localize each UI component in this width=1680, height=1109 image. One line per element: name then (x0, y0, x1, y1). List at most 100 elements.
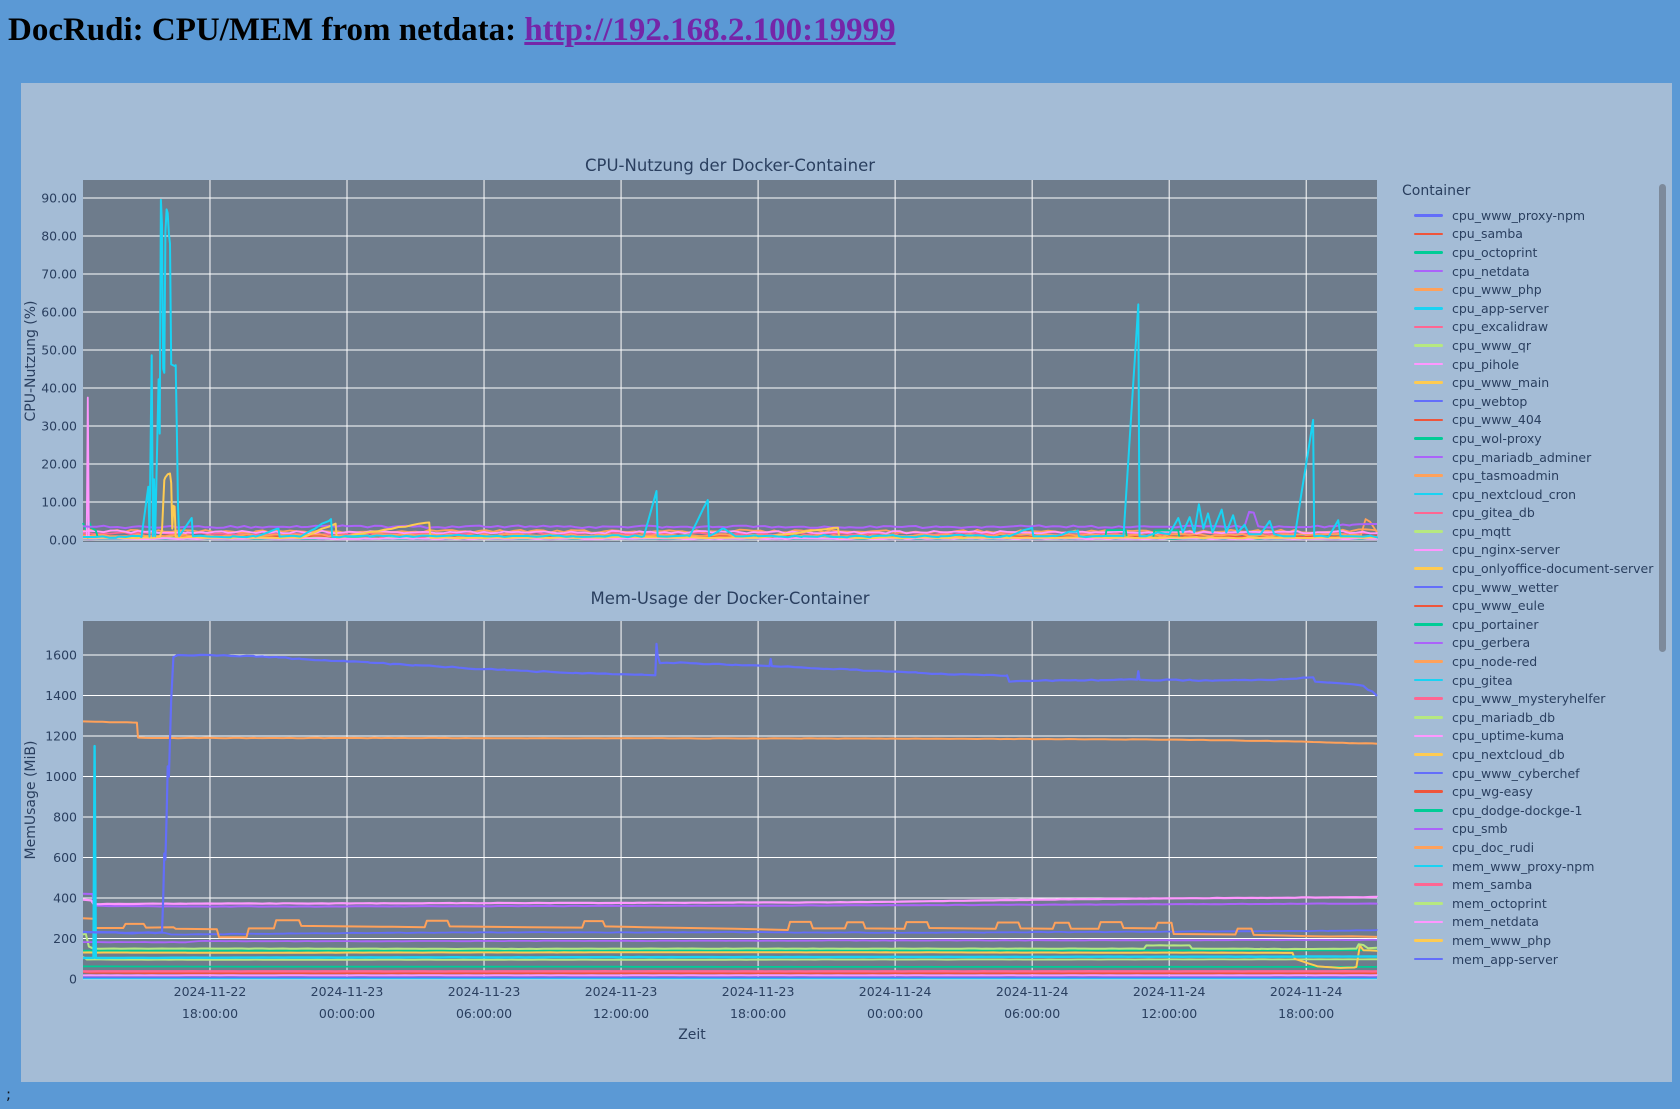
legend-swatch-icon (1414, 437, 1443, 440)
legend-swatch-icon (1414, 697, 1443, 700)
cpu-yaxis-title: CPU-Nutzung (%) (23, 300, 39, 421)
legend-item[interactable]: cpu_webtop (1414, 392, 1657, 411)
legend-swatch-icon (1414, 641, 1443, 645)
xtick-date: 2024-11-24 (996, 984, 1069, 999)
cpu-plot-area[interactable] (83, 180, 1377, 542)
legend-item[interactable]: cpu_wol-proxy (1414, 429, 1657, 448)
legend-item[interactable]: mem_netdata (1414, 913, 1657, 932)
legend-item[interactable]: mem_app-server (1414, 950, 1657, 969)
legend-swatch-icon (1414, 307, 1443, 310)
legend-item[interactable]: cpu_pihole (1414, 355, 1657, 374)
legend-item[interactable]: mem_samba (1414, 875, 1657, 894)
cpu-ytick: 80.00 (41, 229, 77, 244)
legend-swatch-icon (1414, 251, 1443, 254)
legend-item[interactable]: cpu_doc_rudi (1414, 838, 1657, 857)
legend-swatch-icon (1414, 344, 1443, 347)
legend-swatch-icon (1414, 511, 1443, 515)
legend-item-label: cpu_mariadb_adminer (1452, 449, 1592, 465)
legend-item[interactable]: cpu_portainer (1414, 615, 1657, 634)
legend-item[interactable]: cpu_samba (1414, 225, 1657, 244)
legend-item-label: mem_app-server (1452, 951, 1558, 967)
legend-item-label: cpu_www_mysteryhelfer (1452, 691, 1606, 707)
legend-item[interactable]: cpu_www_eule (1414, 596, 1657, 615)
mem-series-#AB63FA (82, 892, 1378, 908)
cpu-ytick: 50.00 (41, 343, 77, 358)
cpu-ytick: 0.00 (49, 533, 77, 548)
cpu-ytick: 40.00 (41, 381, 77, 396)
xtick-time: 06:00:00 (1004, 1006, 1060, 1021)
mem-series-#636EFA (82, 929, 1378, 936)
legend-item[interactable]: cpu_tasmoadmin (1414, 466, 1657, 485)
legend-item[interactable]: cpu_dodge-dockge-1 (1414, 801, 1657, 820)
xtick-time: 00:00:00 (867, 1006, 923, 1021)
legend-swatch-icon (1414, 474, 1443, 477)
legend-item[interactable]: cpu_uptime-kuma (1414, 727, 1657, 746)
legend-item[interactable]: cpu_octoprint (1414, 243, 1657, 262)
charts-svg: 0.00 10.00 20.00 30.00 40.00 50.00 60.00 70.00 8… (23, 156, 1379, 1043)
legend-item[interactable]: cpu_gitea (1414, 671, 1657, 690)
legend-item[interactable]: cpu_nextcloud_cron (1414, 485, 1657, 504)
legend-item-label: cpu_pihole (1452, 356, 1520, 372)
page-title: DocRudi: CPU/MEM from netdata: http://19… (8, 12, 1672, 49)
legend-item[interactable]: cpu_www_proxy-npm (1414, 206, 1657, 225)
legend-item[interactable]: cpu_www_wetter (1414, 578, 1657, 597)
legend-scrollbar-thumb[interactable] (1659, 184, 1666, 652)
legend-item-label: cpu_excalidraw (1452, 319, 1549, 335)
legend-item[interactable]: cpu_nextcloud_db (1414, 745, 1657, 764)
mem-chart: 0 200 400 600 800 1000 1200 1400 1600 Mem-Usage d… (23, 589, 1379, 987)
xtick-time: 18:00:00 (182, 1006, 238, 1021)
netdata-link[interactable]: http://192.168.2.100:19999 (524, 12, 896, 48)
legend-item-label: cpu_uptime-kuma (1452, 728, 1565, 744)
legend-item[interactable]: cpu_mqtt (1414, 522, 1657, 541)
mem-yaxis-title: MemUsage (MiB) (23, 741, 39, 860)
legend-item[interactable]: cpu_www_main (1414, 373, 1657, 392)
legend-item[interactable]: mem_octoprint (1414, 894, 1657, 913)
legend-item[interactable]: cpu_node-red (1414, 652, 1657, 671)
legend-item[interactable]: cpu_wg-easy (1414, 782, 1657, 801)
legend-item-label: cpu_wg-easy (1452, 784, 1533, 800)
legend-item[interactable]: mem_www_php (1414, 931, 1657, 950)
mem-series-#00CC96 (83, 965, 1377, 968)
mem-series-#FFA15A (82, 720, 1378, 745)
legend-item[interactable]: cpu_www_php (1414, 280, 1657, 299)
xtick-time: 18:00:00 (730, 1006, 786, 1021)
legend-item[interactable]: cpu_www_mysteryhelfer (1414, 689, 1657, 708)
legend-item-label: cpu_www_qr (1452, 337, 1531, 353)
mem-series-mem_netdata (82, 895, 1379, 906)
mem-chart-title: Mem-Usage der Docker-Container (590, 589, 869, 608)
legend-item[interactable]: cpu_excalidraw (1414, 318, 1657, 337)
xaxis-title: Zeit (678, 1027, 706, 1043)
legend-item[interactable]: mem_www_proxy-npm (1414, 857, 1657, 876)
legend-item-label: mem_www_proxy-npm (1452, 858, 1595, 874)
legend-item[interactable]: cpu_www_qr (1414, 336, 1657, 355)
legend-swatch-icon (1414, 455, 1443, 459)
legend-item[interactable]: cpu_onlyoffice-document-server (1414, 559, 1657, 578)
legend-item[interactable]: cpu_mariadb_adminer (1414, 448, 1657, 467)
mem-ytick: 800 (53, 810, 77, 825)
legend-swatch-icon (1414, 790, 1443, 793)
legend-swatch-icon (1414, 902, 1443, 905)
legend-item[interactable]: cpu_gitea_db (1414, 504, 1657, 523)
legend-item[interactable]: cpu_www_404 (1414, 411, 1657, 430)
mem-plot-area[interactable] (83, 621, 1377, 979)
cpu-chart-title: CPU-Nutzung der Docker-Container (585, 156, 875, 175)
xtick-time: 18:00:00 (1278, 1006, 1334, 1021)
cpu-chart: 0.00 10.00 20.00 30.00 40.00 50.00 60.00 70.00 8… (23, 156, 1378, 548)
legend-item-label: cpu_portainer (1452, 616, 1539, 632)
legend-swatch-icon (1414, 362, 1443, 366)
legend-item[interactable]: cpu_smb (1414, 820, 1657, 839)
legend-swatch-icon (1414, 864, 1443, 868)
mem-ytick: 1600 (45, 648, 77, 663)
legend-item[interactable]: cpu_www_cyberchef (1414, 764, 1657, 783)
legend-item-label: cpu_smb (1452, 821, 1508, 837)
legend-item[interactable]: cpu_netdata (1414, 262, 1657, 281)
legend-item-label: cpu_www_wetter (1452, 579, 1559, 595)
xtick-date: 2024-11-24 (1270, 984, 1343, 999)
legend-item[interactable]: cpu_mariadb_db (1414, 708, 1657, 727)
legend-item-label: cpu_doc_rudi (1452, 839, 1535, 855)
legend-swatch-icon (1414, 734, 1443, 738)
legend-item[interactable]: cpu_app-server (1414, 299, 1657, 318)
legend-item[interactable]: cpu_nginx-server (1414, 541, 1657, 560)
xtick-date: 2024-11-22 (174, 984, 247, 999)
legend-item[interactable]: cpu_gerbera (1414, 634, 1657, 653)
